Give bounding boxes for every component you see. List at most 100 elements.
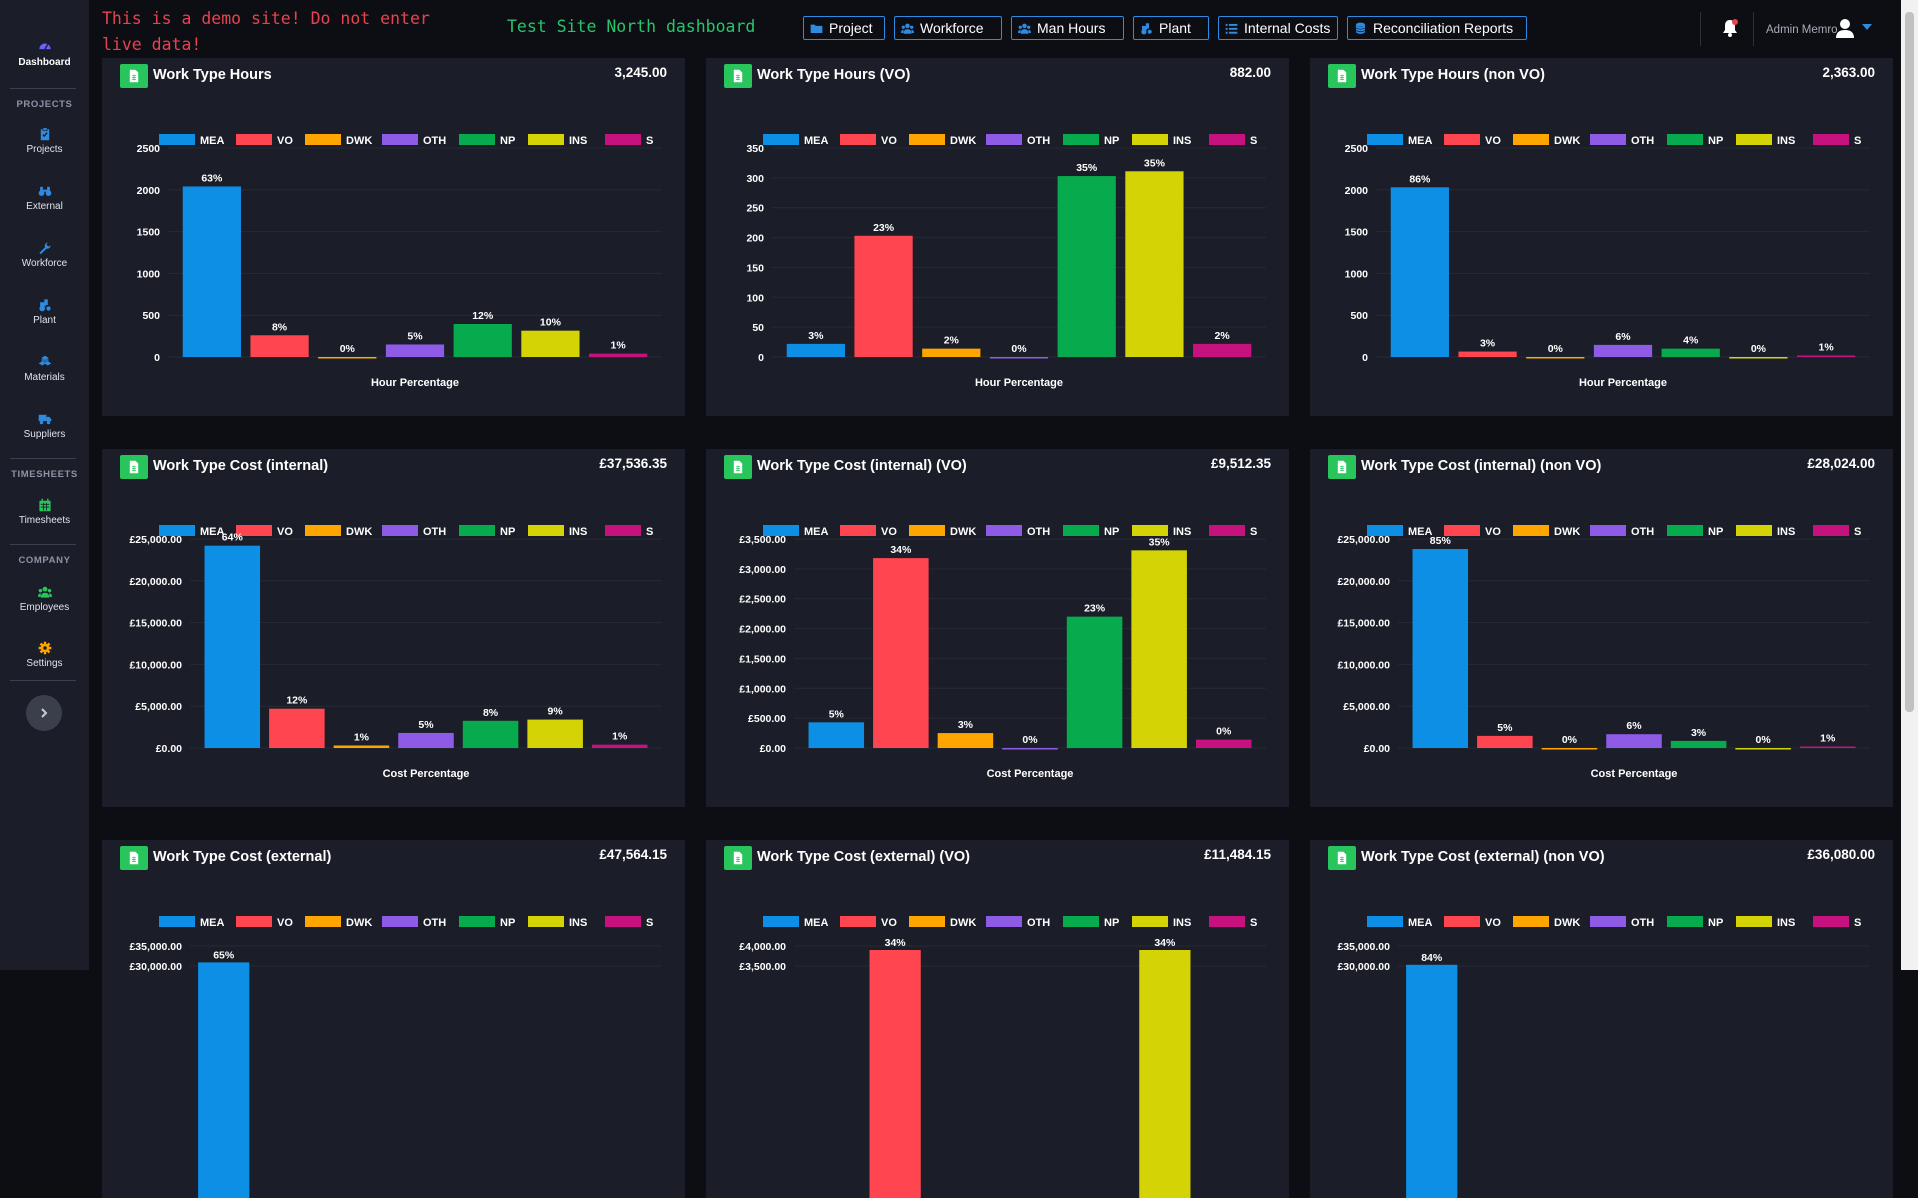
sidebar-toggle-button[interactable] (26, 695, 62, 731)
legend-item-np[interactable]: NP (459, 134, 515, 147)
bar-dwk[interactable] (937, 733, 994, 748)
legend-item-mea[interactable]: MEA (763, 134, 829, 147)
legend-item-s[interactable]: S (1813, 134, 1861, 147)
legend-item-s[interactable]: S (1209, 916, 1257, 929)
sidebar-item-dashboard[interactable]: Dashboard (0, 40, 89, 68)
legend-item-np[interactable]: NP (1063, 134, 1119, 147)
legend-item-np[interactable]: NP (459, 525, 515, 538)
legend-item-ins[interactable]: INS (528, 525, 587, 538)
legend-item-mea[interactable]: MEA (159, 525, 225, 538)
bar-oth[interactable] (1002, 748, 1058, 750)
legend-item-np[interactable]: NP (1667, 134, 1723, 147)
bar-mea[interactable] (1406, 964, 1458, 1198)
legend-item-vo[interactable]: VO (236, 525, 293, 538)
bar-np[interactable] (462, 720, 519, 748)
user-name[interactable]: Admin Memro (1766, 24, 1838, 36)
bar-vo[interactable] (873, 558, 929, 748)
legend-item-dwk[interactable]: DWK (909, 525, 976, 538)
legend-item-ins[interactable]: INS (1132, 916, 1191, 929)
bar-ins[interactable] (1131, 550, 1187, 748)
legend-item-dwk[interactable]: DWK (305, 916, 372, 929)
legend-item-vo[interactable]: VO (236, 916, 293, 929)
bell-icon[interactable] (1721, 18, 1739, 38)
bar-s[interactable] (1797, 355, 1856, 357)
legend-item-mea[interactable]: MEA (159, 134, 225, 147)
bar-mea[interactable] (786, 343, 845, 357)
bar-np[interactable] (1066, 616, 1123, 748)
bar-dwk[interactable] (922, 348, 981, 357)
bar-oth[interactable] (989, 357, 1049, 359)
legend-item-np[interactable]: NP (459, 916, 515, 929)
bar-dwk[interactable] (333, 745, 390, 748)
legend-item-ins[interactable]: INS (1132, 525, 1191, 538)
bar-mea[interactable] (1412, 549, 1469, 748)
sidebar-item-materials[interactable]: Materials (0, 355, 89, 383)
legend-item-s[interactable]: S (1813, 525, 1861, 538)
legend-item-oth[interactable]: OTH (382, 134, 446, 147)
legend-item-oth[interactable]: OTH (382, 525, 446, 538)
bar-s[interactable] (591, 744, 648, 748)
bar-s[interactable] (1799, 746, 1856, 748)
sidebar-item-external[interactable]: External (0, 184, 89, 212)
legend-item-oth[interactable]: OTH (1590, 525, 1654, 538)
legend-item-ins[interactable]: INS (1736, 134, 1795, 147)
bar-s[interactable] (1193, 343, 1252, 357)
legend-item-dwk[interactable]: DWK (305, 134, 372, 147)
nav-button-workforce[interactable]: Workforce (894, 16, 1002, 40)
caret-down-icon[interactable] (1862, 24, 1872, 31)
legend-item-vo[interactable]: VO (1444, 525, 1501, 538)
bar-oth[interactable] (1606, 734, 1662, 748)
legend-item-oth[interactable]: OTH (382, 916, 446, 929)
bar-dwk[interactable] (1526, 357, 1585, 359)
legend-item-dwk[interactable]: DWK (305, 525, 372, 538)
legend-item-s[interactable]: S (605, 134, 653, 147)
bar-oth[interactable] (385, 344, 445, 357)
bar-mea[interactable] (198, 962, 250, 1198)
bar-vo[interactable] (1477, 735, 1533, 748)
nav-button-reconciliation-reports[interactable]: Reconciliation Reports (1347, 16, 1527, 40)
bar-oth[interactable] (398, 732, 454, 748)
legend-item-np[interactable]: NP (1667, 916, 1723, 929)
bar-oth[interactable] (1593, 344, 1653, 357)
legend-item-ins[interactable]: INS (528, 916, 587, 929)
bar-ins[interactable] (521, 330, 580, 357)
legend-item-mea[interactable]: MEA (763, 916, 829, 929)
sidebar-item-plant[interactable]: Plant (0, 298, 89, 326)
bar-vo[interactable] (269, 708, 325, 748)
bar-vo[interactable] (250, 335, 309, 357)
legend-item-dwk[interactable]: DWK (1513, 134, 1580, 147)
bar-np[interactable] (1057, 176, 1116, 357)
scrollbar-thumb[interactable] (1905, 12, 1914, 712)
legend-item-mea[interactable]: MEA (1367, 525, 1433, 538)
legend-item-s[interactable]: S (1209, 134, 1257, 147)
nav-button-man-hours[interactable]: Man Hours (1011, 16, 1124, 40)
legend-item-mea[interactable]: MEA (1367, 916, 1433, 929)
bar-mea[interactable] (182, 186, 241, 357)
sidebar-item-employees[interactable]: Employees (0, 585, 89, 613)
nav-button-project[interactable]: Project (803, 16, 885, 40)
legend-item-dwk[interactable]: DWK (909, 916, 976, 929)
bar-np[interactable] (1670, 740, 1727, 748)
legend-item-s[interactable]: S (1209, 525, 1257, 538)
legend-item-oth[interactable]: OTH (1590, 916, 1654, 929)
sidebar-item-settings[interactable]: Settings (0, 641, 89, 669)
bar-np[interactable] (453, 323, 512, 357)
bar-mea[interactable] (808, 722, 865, 748)
sidebar-item-projects[interactable]: Projects (0, 127, 89, 155)
bar-mea[interactable] (204, 545, 261, 748)
legend-item-mea[interactable]: MEA (763, 525, 829, 538)
bar-ins[interactable] (1729, 357, 1788, 359)
legend-item-mea[interactable]: MEA (1367, 134, 1433, 147)
legend-item-s[interactable]: S (605, 916, 653, 929)
bar-ins[interactable] (1125, 171, 1184, 357)
legend-item-dwk[interactable]: DWK (909, 134, 976, 147)
legend-item-vo[interactable]: VO (840, 525, 897, 538)
bar-ins[interactable] (1139, 950, 1191, 1198)
legend-item-mea[interactable]: MEA (159, 916, 225, 929)
sidebar-item-workforce[interactable]: Workforce (0, 241, 89, 269)
bar-s[interactable] (589, 353, 648, 357)
nav-button-plant[interactable]: Plant (1133, 16, 1209, 40)
legend-item-vo[interactable]: VO (840, 916, 897, 929)
nav-button-internal-costs[interactable]: Internal Costs (1218, 16, 1338, 40)
sidebar-item-suppliers[interactable]: Suppliers (0, 412, 89, 440)
